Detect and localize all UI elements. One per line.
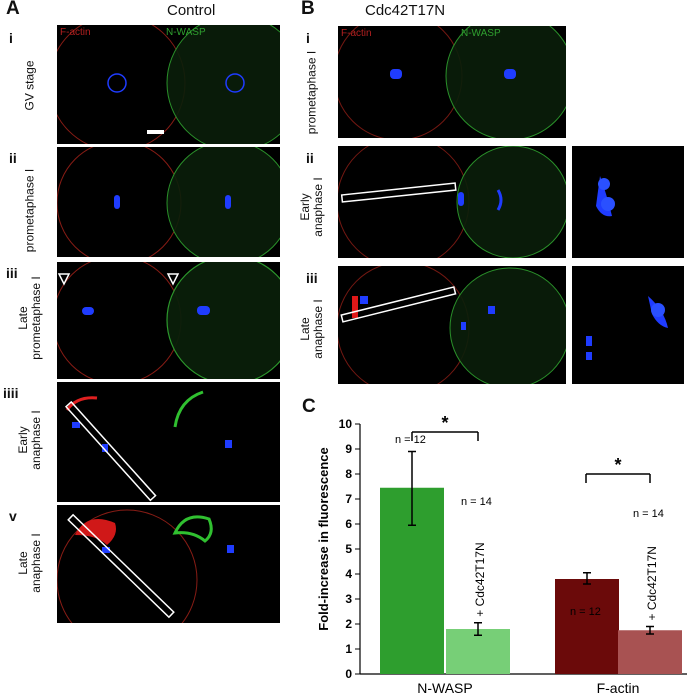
image-panel-b-ii — [338, 146, 566, 258]
panel-letter-a: A — [6, 0, 20, 19]
y-axis-label: Fold-increase in fluorescence — [316, 447, 331, 631]
significance-star: * — [614, 455, 621, 475]
row-numeral: ii — [9, 150, 17, 166]
y-tick-label: 9 — [345, 442, 352, 456]
row-label-line: prometaphase I — [29, 276, 43, 360]
row-label-line: Early — [298, 193, 312, 221]
row-label-line: anaphase I — [311, 177, 325, 237]
panel-b-title: Cdc42T17N — [365, 2, 446, 19]
row-numeral: i — [9, 30, 13, 46]
n-label: n = 12 — [570, 606, 601, 618]
row-label-line: prometaphase I — [304, 50, 319, 135]
image-panel-a-ii — [57, 147, 280, 257]
row-label-line: prometaphase I — [22, 168, 37, 253]
row-label-line: GV stage — [22, 60, 37, 111]
image-panel-a-i — [57, 25, 280, 144]
zoom-panel-b-ii — [572, 146, 684, 258]
n-label: n = 12 — [395, 434, 426, 446]
channel-label-factin: F-actin — [60, 27, 91, 38]
row-label: prometaphase I — [22, 151, 37, 271]
row-numeral: iii — [306, 270, 318, 286]
bar-annotation: + Cdc42T17N — [645, 546, 659, 620]
x-category-label: F-actin — [597, 680, 640, 696]
channel-label-nwasp: N-WASP — [461, 28, 501, 39]
row-label-line: Late — [298, 317, 312, 341]
row-numeral: iiii — [3, 385, 19, 401]
row-label-line: anaphase I — [29, 410, 43, 470]
row-label-line: anaphase I — [311, 299, 325, 359]
y-tick-label: 10 — [339, 417, 353, 431]
y-tick-label: 8 — [345, 467, 352, 481]
image-panel-a-v — [57, 505, 280, 623]
x-category-label: N-WASP — [417, 680, 472, 696]
channel-label-nwasp: N-WASP — [166, 27, 206, 38]
bar — [618, 630, 682, 674]
row-label-line: Early — [16, 426, 30, 454]
row-label: Early anaphase I — [298, 157, 325, 257]
y-tick-label: 1 — [345, 642, 352, 656]
row-numeral: v — [9, 508, 17, 524]
row-numeral: i — [306, 30, 310, 46]
row-label-line: Late — [16, 306, 30, 330]
y-tick-label: 3 — [345, 592, 352, 606]
row-numeral: iii — [6, 265, 18, 281]
y-tick-label: 0 — [345, 667, 352, 681]
bar — [446, 629, 510, 674]
panel-a-title: Control — [167, 2, 216, 19]
image-panel-a-iiii — [57, 382, 280, 502]
bar-chart: 0 1 2 3 4 5 6 7 8 9 10 n = 12 n = 14 + Cdc42T17N n = 1… — [316, 413, 687, 696]
y-tick-label: 4 — [345, 567, 352, 581]
y-tick-label: 2 — [345, 617, 352, 631]
significance-star: * — [441, 413, 448, 433]
image-panel-b-iii — [338, 266, 566, 384]
row-numeral: ii — [306, 150, 314, 166]
y-tick-label: 7 — [345, 492, 352, 506]
bar-annotation: + Cdc42T17N — [473, 542, 487, 616]
image-panel-a-iii — [57, 262, 280, 379]
row-label: Early anaphase I — [16, 380, 43, 500]
channel-label-factin: F-actin — [341, 28, 372, 39]
zoom-panel-b-iii — [572, 266, 684, 384]
row-label: Late anaphase I — [16, 503, 43, 623]
row-label: Late anaphase I — [298, 279, 325, 379]
row-label: prometaphase I — [304, 43, 319, 143]
row-label: GV stage — [22, 26, 37, 146]
n-label: n = 14 — [461, 496, 492, 508]
panel-letter-c: C — [302, 396, 316, 417]
bar — [555, 579, 619, 674]
image-panel-b-i — [338, 26, 566, 138]
row-label-line: anaphase I — [29, 533, 43, 593]
n-label: n = 14 — [633, 508, 664, 520]
panel-letter-b: B — [301, 0, 315, 19]
y-tick-label: 6 — [345, 517, 352, 531]
row-label: Late prometaphase I — [16, 258, 43, 378]
row-label-line: Late — [16, 551, 30, 575]
y-tick-label: 5 — [345, 542, 352, 556]
